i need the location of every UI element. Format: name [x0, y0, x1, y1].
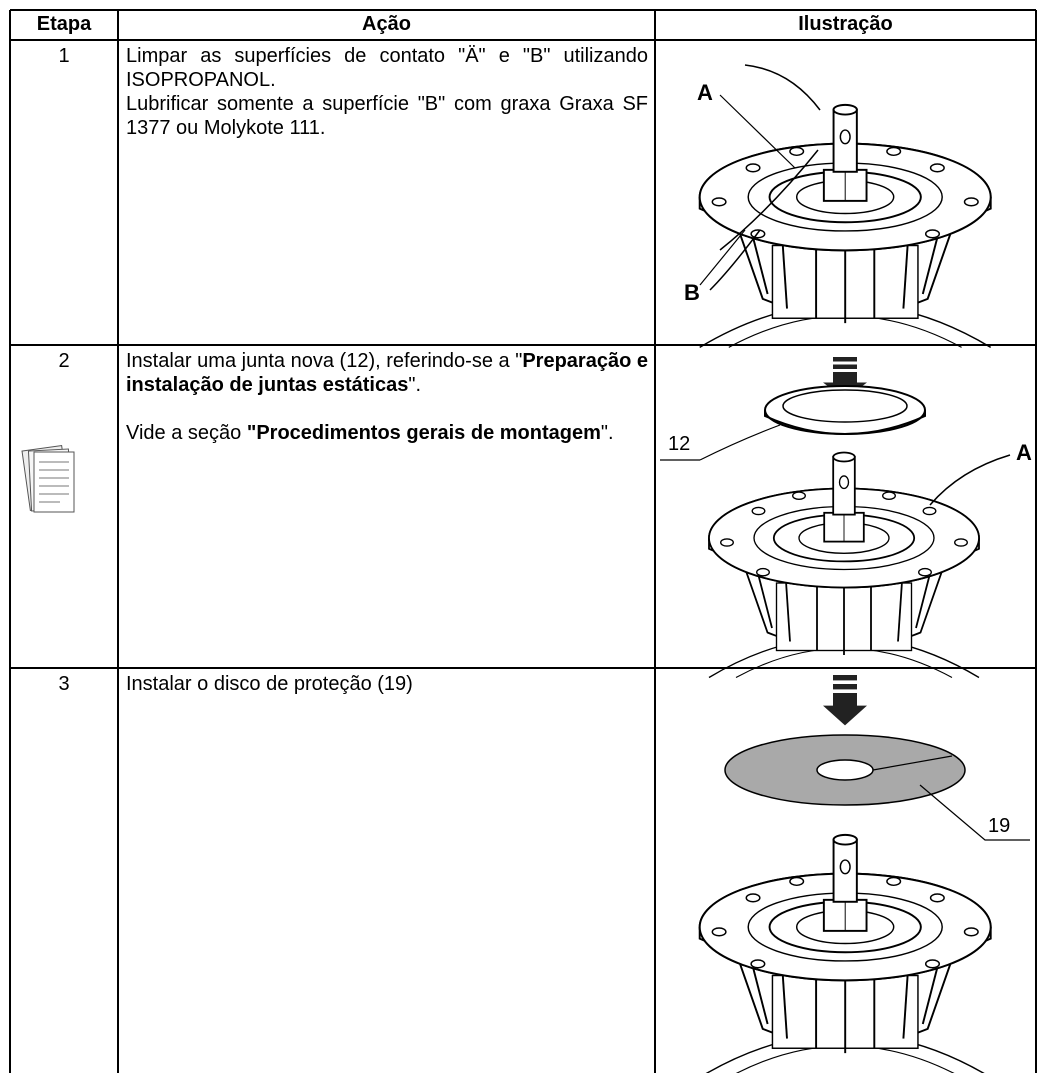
paragraph: Vide a seção "Procedimentos gerais de mo…: [126, 421, 648, 445]
action-cell: Limpar as superfícies de contato "Ä" e "…: [126, 44, 648, 140]
text-run: Preparação e instalação de juntas estáti…: [126, 350, 648, 396]
table-grid: [9, 9, 1037, 1073]
header-cell: Etapa: [36, 13, 92, 35]
text-run: Limpar as superfícies de contato "Ä" e "…: [126, 45, 648, 91]
illustration-2: 12 A: [660, 357, 1032, 679]
header-cell: Ilustração: [798, 13, 893, 35]
label: A: [1016, 440, 1032, 465]
header-cell: Ação: [362, 13, 411, 35]
paragraph: Instalar o disco de proteção (19): [126, 672, 648, 696]
illustration-3: 19: [698, 675, 1030, 1073]
paragraph: Lubrificar somente a superfície "B" com …: [126, 92, 648, 140]
label: A: [697, 80, 713, 105]
step-cell: 3: [58, 673, 70, 695]
document-icon: [21, 444, 75, 513]
action-cell: Instalar uma junta nova (12), referindo-…: [126, 349, 648, 445]
label: 12: [668, 433, 690, 455]
paragraph: Instalar uma junta nova (12), referindo-…: [126, 349, 648, 397]
text-run: ".: [600, 422, 614, 444]
illustration-1: A B: [684, 64, 992, 349]
text-run: Lubrificar somente a superfície "B" com …: [126, 93, 648, 139]
step-cell: 1: [58, 45, 70, 67]
paragraph: Limpar as superfícies de contato "Ä" e "…: [126, 44, 648, 92]
action-cell: Instalar o disco de proteção (19): [126, 672, 648, 696]
text-run: Instalar o disco de proteção (19): [126, 673, 413, 695]
label: B: [684, 280, 700, 305]
text-run: Vide a seção: [126, 422, 247, 444]
text-run: ".: [408, 374, 421, 396]
text-run: "Procedimentos gerais de montagem: [246, 422, 601, 444]
text-run: Instalar uma junta nova (12), referindo-…: [126, 350, 523, 372]
label: 19: [988, 815, 1010, 837]
step-cell: 2: [58, 350, 70, 372]
